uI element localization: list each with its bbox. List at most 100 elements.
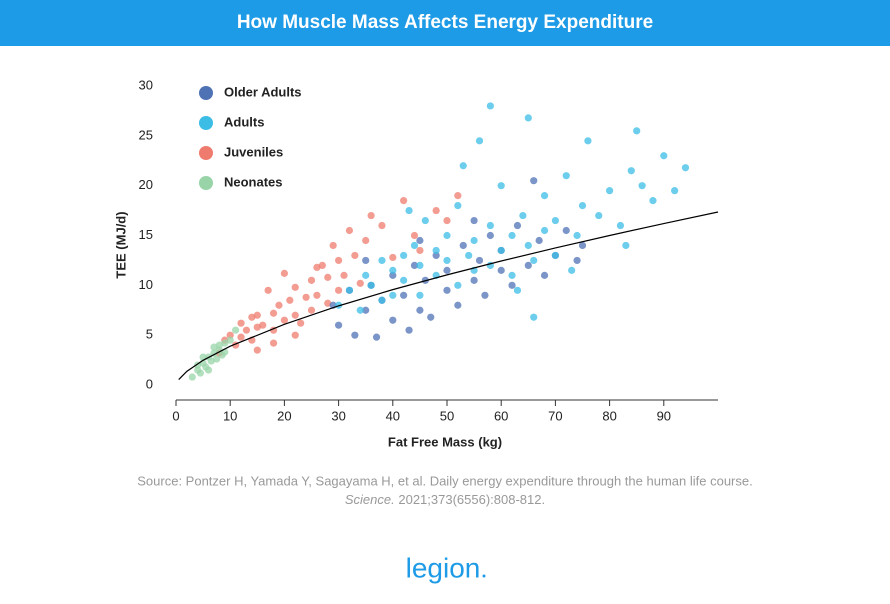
data-point bbox=[362, 256, 370, 265]
legend-marker bbox=[199, 176, 213, 190]
data-point bbox=[530, 256, 538, 265]
data-point bbox=[210, 343, 218, 351]
data-point bbox=[207, 357, 215, 365]
data-point bbox=[416, 236, 424, 245]
x-tick-label: 70 bbox=[548, 408, 562, 423]
data-point bbox=[568, 266, 576, 274]
data-point bbox=[513, 221, 522, 230]
data-point bbox=[616, 221, 625, 230]
legend-label: Neonates bbox=[224, 174, 283, 189]
data-point bbox=[405, 326, 413, 334]
legend-label: Adults bbox=[224, 114, 264, 129]
data-point bbox=[242, 326, 251, 334]
data-point bbox=[372, 333, 381, 341]
data-point bbox=[324, 299, 332, 307]
data-point bbox=[524, 261, 532, 269]
citation-detail: 2021;373(6556):808-812. bbox=[395, 492, 545, 507]
data-point bbox=[291, 331, 299, 339]
data-point bbox=[318, 261, 326, 269]
x-tick-label: 20 bbox=[277, 408, 291, 423]
legend-marker bbox=[199, 86, 213, 100]
y-tick-label: 15 bbox=[139, 227, 153, 242]
data-point bbox=[313, 291, 321, 299]
data-point bbox=[286, 296, 294, 304]
data-point bbox=[367, 211, 375, 220]
journal: Science. bbox=[345, 492, 395, 507]
data-point bbox=[443, 216, 451, 225]
data-point bbox=[335, 256, 343, 265]
data-point bbox=[210, 349, 218, 357]
data-point bbox=[475, 256, 484, 265]
data-point bbox=[269, 339, 278, 347]
data-point bbox=[226, 331, 234, 339]
data-point bbox=[335, 286, 343, 294]
data-point bbox=[508, 231, 516, 240]
data-point bbox=[427, 313, 435, 321]
data-point bbox=[400, 251, 408, 260]
data-point bbox=[351, 251, 359, 260]
data-point bbox=[335, 321, 343, 329]
data-point bbox=[508, 281, 516, 289]
data-point bbox=[410, 261, 419, 269]
data-point bbox=[215, 341, 223, 349]
data-point bbox=[584, 137, 592, 145]
data-point bbox=[465, 251, 473, 260]
data-point bbox=[345, 286, 354, 294]
y-axis-label: TEE (MJ/d) bbox=[113, 211, 128, 278]
data-point bbox=[627, 167, 635, 175]
x-tick-label: 0 bbox=[172, 408, 179, 423]
data-point bbox=[486, 231, 494, 240]
data-point bbox=[416, 246, 424, 255]
data-point bbox=[291, 311, 299, 319]
data-point bbox=[307, 306, 316, 314]
data-point bbox=[475, 137, 484, 145]
data-point bbox=[454, 192, 462, 200]
data-point bbox=[562, 172, 570, 180]
data-point bbox=[232, 326, 240, 334]
data-point bbox=[221, 339, 229, 347]
data-point bbox=[540, 192, 549, 200]
data-point bbox=[313, 263, 321, 271]
data-point bbox=[497, 246, 505, 255]
data-point bbox=[633, 127, 641, 135]
data-point bbox=[432, 246, 440, 255]
data-point bbox=[280, 316, 288, 324]
logo-dot bbox=[482, 574, 486, 578]
data-point bbox=[400, 197, 408, 205]
data-point bbox=[302, 293, 310, 301]
data-point bbox=[389, 316, 397, 324]
data-point bbox=[400, 276, 408, 284]
data-point bbox=[410, 241, 419, 250]
data-point bbox=[660, 152, 668, 160]
header-bar bbox=[0, 0, 890, 46]
y-tick-label: 30 bbox=[139, 77, 153, 92]
data-point bbox=[562, 226, 570, 235]
x-tick-label: 10 bbox=[223, 408, 237, 423]
data-point bbox=[253, 346, 261, 354]
trend-line bbox=[178, 211, 719, 380]
data-point bbox=[280, 269, 288, 277]
data-point bbox=[454, 301, 462, 309]
data-point bbox=[367, 281, 375, 289]
data-point bbox=[524, 241, 532, 250]
data-point bbox=[470, 276, 478, 284]
data-point bbox=[459, 162, 467, 170]
x-tick-label: 90 bbox=[657, 408, 671, 423]
data-point bbox=[307, 276, 316, 284]
data-point bbox=[351, 331, 359, 339]
data-point bbox=[486, 102, 494, 110]
legend-label: Juveniles bbox=[224, 144, 283, 159]
data-point bbox=[389, 266, 397, 274]
data-point bbox=[416, 291, 424, 299]
data-point bbox=[356, 306, 364, 314]
data-point bbox=[432, 251, 440, 260]
data-point bbox=[253, 311, 261, 319]
data-point bbox=[378, 296, 386, 304]
data-point bbox=[237, 333, 245, 341]
data-point bbox=[259, 321, 267, 329]
logo: legion bbox=[406, 552, 481, 583]
x-axis-label: Fat Free Mass (kg) bbox=[388, 434, 502, 449]
legend-marker bbox=[199, 116, 213, 130]
data-point bbox=[324, 273, 332, 281]
